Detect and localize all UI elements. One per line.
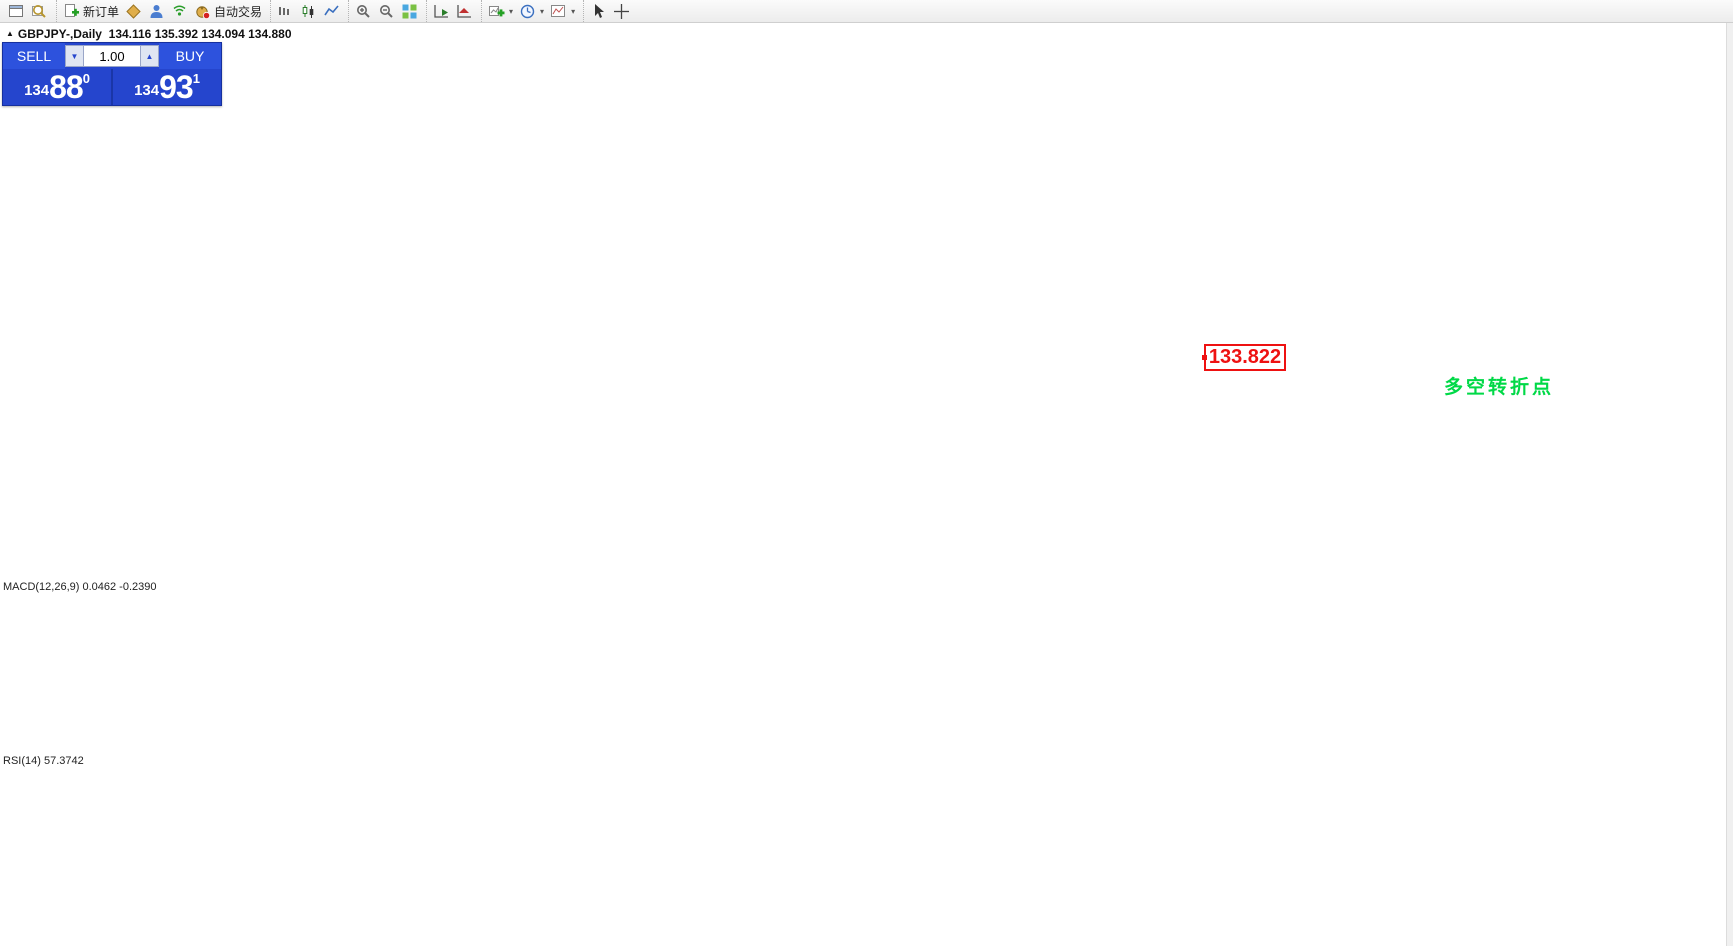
line-chart-button[interactable]	[320, 1, 343, 21]
toolbar: 新订单 自动交易 ▾ ▾ ▾	[0, 0, 1733, 23]
sell-button[interactable]: SELL	[3, 43, 65, 69]
profile-icon[interactable]	[28, 1, 51, 21]
rsi-indicator-label: RSI(14) 57.3742	[3, 755, 84, 767]
cursor-icon	[595, 3, 605, 18]
chart-window-icon-icon	[9, 4, 23, 17]
toolbar-group	[426, 0, 479, 22]
crosshair-button[interactable]	[610, 1, 633, 21]
zoom-out-button[interactable]	[375, 1, 398, 21]
toolbar-group	[583, 0, 636, 22]
volume-decrease-button[interactable]: ▼	[65, 45, 84, 67]
candlestick-chart-icon	[302, 4, 314, 18]
metaeditor-icon[interactable]	[122, 1, 145, 21]
zoom-in-button[interactable]	[352, 1, 375, 21]
macd-indicator-label: MACD(12,26,9) 0.0462 -0.2390	[3, 581, 157, 593]
toolbar-group	[348, 0, 424, 22]
templates-icon	[551, 4, 566, 17]
crosshair-icon	[614, 3, 630, 19]
volume-input[interactable]	[84, 45, 140, 67]
experts-icon-icon	[150, 4, 163, 18]
toolbar-group	[2, 0, 54, 22]
periods-button[interactable]: ▾	[516, 1, 547, 21]
zoom-in-icon	[357, 4, 370, 18]
tile-windows-button[interactable]	[398, 1, 421, 21]
buy-price[interactable]: 134 93 1	[134, 69, 200, 105]
new-order-icon	[65, 3, 79, 17]
toolbar-group: ▾ ▾ ▾	[481, 0, 581, 22]
chart-title: ▲ GBPJPY-,Daily 134.116 135.392 134.094 1…	[6, 27, 292, 41]
chart-shift-icon	[457, 4, 472, 18]
autotrading-button-label: 自动交易	[214, 4, 263, 19]
auto-scroll-icon	[434, 4, 449, 18]
experts-icon[interactable]	[145, 1, 168, 21]
toolbar-group	[270, 0, 346, 22]
dropdown-arrow-icon[interactable]: ▾	[509, 6, 514, 16]
turning-point-annotation[interactable]: 多空转折点	[1444, 377, 1555, 398]
templates-button[interactable]: ▾	[547, 1, 578, 21]
collapse-triangle-icon[interactable]: ▲	[6, 29, 14, 38]
candlestick-chart-button[interactable]	[297, 1, 320, 21]
periods-icon	[520, 4, 535, 18]
autotrading-button[interactable]: 自动交易	[191, 1, 265, 21]
metaeditor-icon-icon	[126, 3, 141, 19]
window-edge	[1726, 22, 1733, 946]
bar-chart-button[interactable]	[274, 1, 297, 21]
line-chart-icon	[324, 4, 339, 15]
zoom-out-icon	[380, 4, 393, 18]
bar-chart-icon	[279, 6, 289, 15]
profile-icon-icon	[32, 4, 46, 18]
cursor-button[interactable]	[587, 1, 610, 21]
chart-shift-button[interactable]	[453, 1, 476, 21]
sell-price[interactable]: 134 88 0	[3, 69, 113, 105]
indicators-icon	[489, 5, 505, 16]
chart-ohlc-values: 134.116 135.392 134.094 134.880	[108, 27, 292, 41]
signals-icon-icon	[173, 5, 186, 16]
indicators-button[interactable]: ▾	[485, 1, 516, 21]
new-order-button-label: 新订单	[83, 4, 120, 19]
signals-icon[interactable]	[168, 1, 191, 21]
price-annotation-box[interactable]: 133.822	[1202, 344, 1286, 371]
toolbar-group: 新订单 自动交易	[56, 0, 268, 22]
chart-window-icon[interactable]	[5, 1, 28, 21]
tile-windows-icon	[402, 4, 417, 18]
auto-scroll-button[interactable]	[430, 1, 453, 21]
autotrading-icon	[196, 5, 211, 19]
chart-symbol-period: GBPJPY-,Daily	[17, 27, 102, 41]
dropdown-arrow-icon[interactable]: ▾	[540, 6, 545, 16]
buy-button[interactable]: BUY	[159, 43, 221, 69]
dropdown-arrow-icon[interactable]: ▾	[571, 6, 576, 16]
volume-increase-button[interactable]: ▲	[140, 45, 159, 67]
new-order-button[interactable]: 新订单	[60, 1, 122, 21]
